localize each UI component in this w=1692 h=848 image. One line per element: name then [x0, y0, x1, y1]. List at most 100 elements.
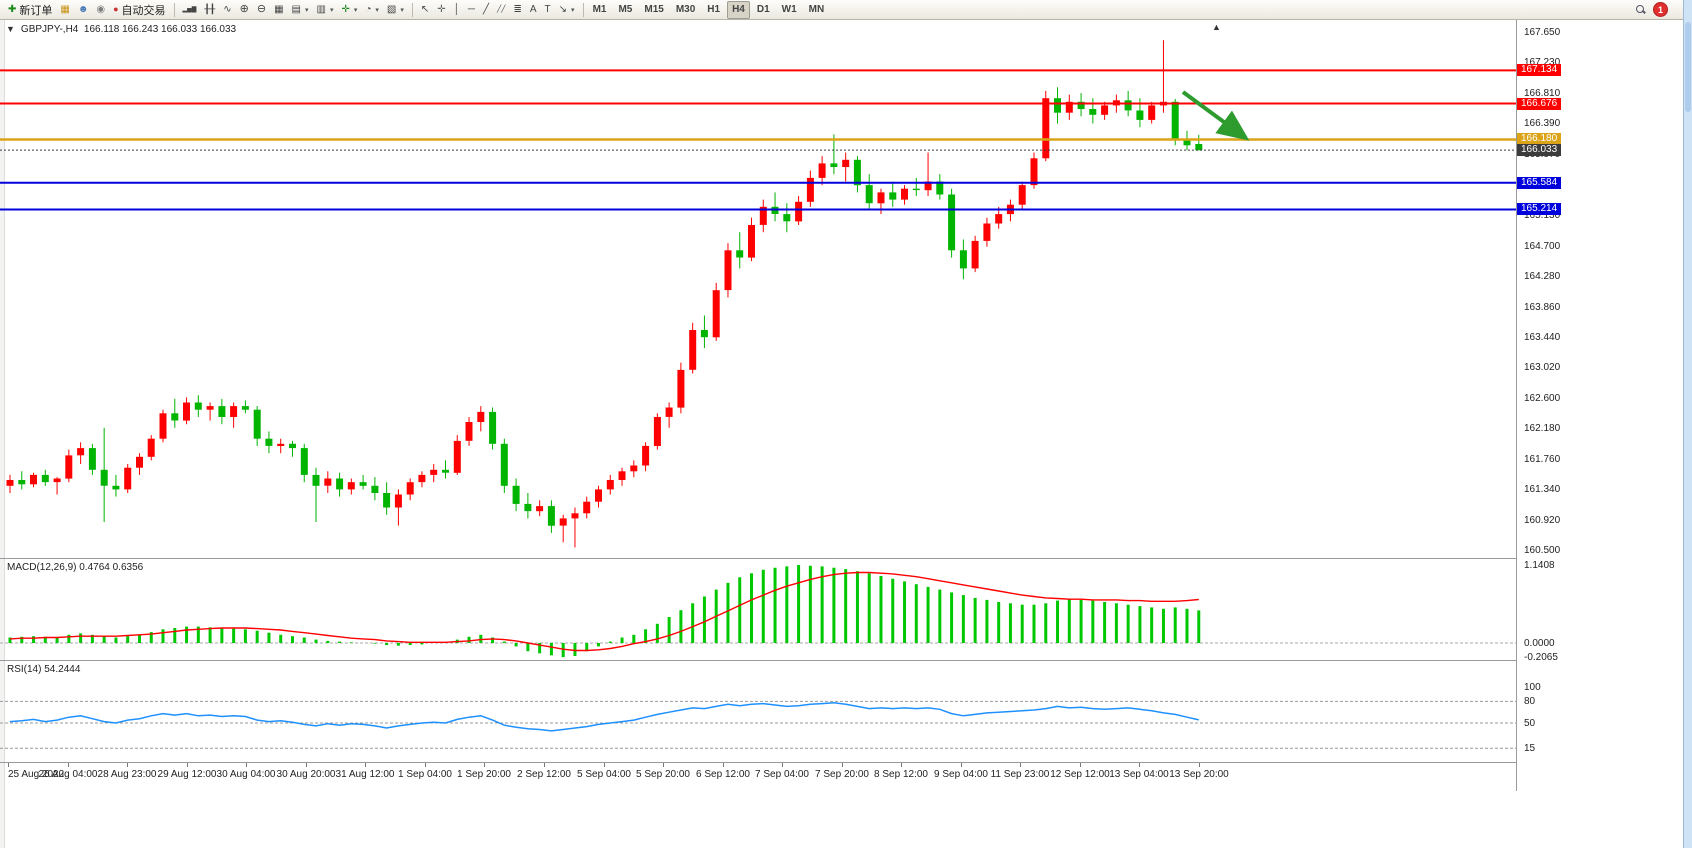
support-icon: ◉ — [96, 3, 106, 15]
candle-body — [995, 214, 1003, 224]
time-axis[interactable]: 25 Aug 2022 26 Aug 04:00 28 Aug 23:00 29 Au… — [0, 762, 1692, 792]
price-axis-label: 161.760 — [1524, 454, 1561, 465]
market-watch-button[interactable]: ▦ — [56, 1, 73, 19]
support-button[interactable]: ◉ — [92, 1, 109, 19]
candle-body — [1171, 101, 1179, 140]
price-axis-label: 160.500 — [1524, 545, 1561, 556]
candle-body — [6, 480, 14, 486]
timeframe-d1-button[interactable]: D1 — [756, 3, 770, 15]
zoom-in-button[interactable]: ⊕ — [236, 1, 253, 19]
ohlc-values: 166.118 166.243 166.033 166.033 — [83, 24, 237, 35]
candle-body — [748, 225, 755, 258]
new-chart-button[interactable]: ▤ ▾ — [288, 1, 313, 19]
cursor-button[interactable]: ↖ — [417, 1, 433, 19]
toolbar-draw-group: ↖ ✛ │ ─ ╱ ╱╱ ≣ A T ↘ ▾ — [417, 1, 579, 19]
time-axis-tick — [544, 763, 545, 767]
price-chart-svg[interactable] — [0, 20, 1516, 558]
zoom-in-icon: ⊕ — [239, 3, 249, 15]
price-axis-label: 161.340 — [1524, 484, 1561, 495]
time-axis-label: 13 Sep 20:00 — [1169, 769, 1229, 780]
candle-body — [524, 503, 532, 512]
crosshair-button[interactable]: ✛ — [433, 1, 449, 19]
candle-body — [1136, 110, 1144, 120]
vertical-scrollbar[interactable] — [1683, 0, 1692, 848]
panel-splitter[interactable] — [0, 558, 1692, 559]
periods-button[interactable]: ◔ ▾ — [361, 1, 383, 19]
timeframe-m5-button[interactable]: M5 — [618, 3, 633, 15]
candlestick-chart-button[interactable]: ╂╂ — [200, 1, 219, 19]
time-axis-label: 25 Aug 2022 — [8, 769, 65, 780]
price-axis-label: 167.230 — [1524, 57, 1561, 68]
profile-button[interactable]: ☻ — [74, 1, 93, 19]
indicators-icon: ✛ — [341, 3, 350, 15]
new-order-icon: ✚ — [8, 3, 17, 15]
chart-shift-marker[interactable]: ▲ — [1212, 22, 1221, 32]
price-axis[interactable]: 167.650167.230166.810166.390165.970165.1… — [1516, 20, 1685, 791]
trend-arrow-annotation[interactable] — [1181, 90, 1250, 141]
time-axis-label: 29 Aug 12:00 — [157, 769, 217, 780]
time-axis-label: 28 Aug 23:00 — [97, 769, 157, 780]
time-axis-tick — [1020, 763, 1021, 767]
candle-body — [371, 485, 379, 493]
timeframe-mn-button[interactable]: MN — [808, 3, 825, 15]
macd-chart-svg[interactable] — [0, 559, 1516, 660]
new-chart-icon: ▤ — [291, 3, 301, 15]
chart-profiles-button[interactable]: ▥ ▾ — [312, 1, 337, 19]
timeframe-h1-button[interactable]: H1 — [707, 3, 721, 15]
text-button[interactable]: A — [526, 1, 541, 19]
candle-body — [241, 406, 249, 410]
candle-body — [406, 482, 414, 495]
panel-splitter[interactable] — [0, 660, 1692, 661]
rsi-axis-label: 100 — [1524, 682, 1541, 693]
rsi-panel: RSI(14) 54.2444 — [0, 661, 1516, 762]
price-axis-label: 162.600 — [1524, 393, 1561, 404]
candle-body — [347, 482, 355, 490]
equidistant-channel-button[interactable]: ╱╱ — [493, 1, 509, 19]
notification-badge[interactable]: 1 — [1653, 2, 1668, 17]
timeframe-h4-button[interactable]: H4 — [727, 0, 750, 19]
auto-trading-label: 自动交易 — [121, 4, 166, 17]
candle-body — [700, 330, 708, 338]
macd-axis-label: 0.0000 — [1524, 638, 1555, 649]
candle-body — [1101, 105, 1109, 115]
rsi-chart-svg[interactable] — [0, 661, 1516, 762]
time-axis-tick — [425, 763, 426, 767]
time-axis-label: 13 Sep 04:00 — [1109, 769, 1169, 780]
text-label-button[interactable]: T — [541, 1, 555, 19]
tile-windows-button[interactable]: ▦ — [270, 1, 287, 19]
time-axis-label: 6 Sep 12:00 — [696, 769, 750, 780]
candle-body — [336, 478, 344, 490]
bar-chart-button[interactable]: ▂▅▇ — [179, 1, 201, 19]
auto-trading-button[interactable]: ● 自动交易 — [109, 1, 169, 19]
toolbar-separator — [582, 2, 584, 17]
candle-body — [477, 411, 485, 422]
fibonacci-retracement-button[interactable]: ≣ — [509, 1, 525, 19]
indicators-button[interactable]: ✛ ▾ — [337, 1, 361, 19]
line-chart-button[interactable]: ∿ — [219, 1, 235, 19]
timeframe-m15-button[interactable]: M15 — [644, 3, 664, 15]
timeframe-w1-button[interactable]: W1 — [781, 3, 797, 15]
zoom-out-button[interactable]: ⊖ — [253, 1, 270, 19]
vertical-line-button[interactable]: │ — [450, 1, 464, 19]
time-axis-label: 1 Sep 04:00 — [398, 769, 452, 780]
candlestick-chart-icon: ╂╂ — [204, 4, 216, 14]
candle-body — [595, 489, 602, 502]
chart-settings-button[interactable]: ▧ ▾ — [383, 1, 408, 19]
cursor-icon: ↖ — [420, 3, 430, 15]
search-icon[interactable] — [1636, 5, 1645, 14]
new-order-button[interactable]: ✚ 新订单 — [4, 1, 56, 19]
price-axis-label: 164.700 — [1524, 241, 1561, 252]
time-axis-label: 8 Sep 12:00 — [874, 769, 928, 780]
candle-body — [100, 469, 108, 486]
trendline-button[interactable]: ╱ — [479, 1, 493, 19]
arrows-button[interactable]: ↘ ▾ — [555, 1, 579, 19]
time-axis-label: 1 Sep 20:00 — [457, 769, 511, 780]
horizontal-line-button[interactable]: ─ — [464, 1, 479, 19]
timeframe-m1-button[interactable]: M1 — [592, 3, 607, 15]
timeframe-m30-button[interactable]: M30 — [675, 3, 696, 15]
candle-body — [300, 448, 308, 475]
chevron-down-icon: ▾ — [400, 6, 404, 14]
scrollbar-thumb[interactable] — [1685, 22, 1691, 112]
candle-body — [583, 501, 591, 514]
one-click-trading-toggle[interactable]: ▼ — [6, 24, 15, 34]
